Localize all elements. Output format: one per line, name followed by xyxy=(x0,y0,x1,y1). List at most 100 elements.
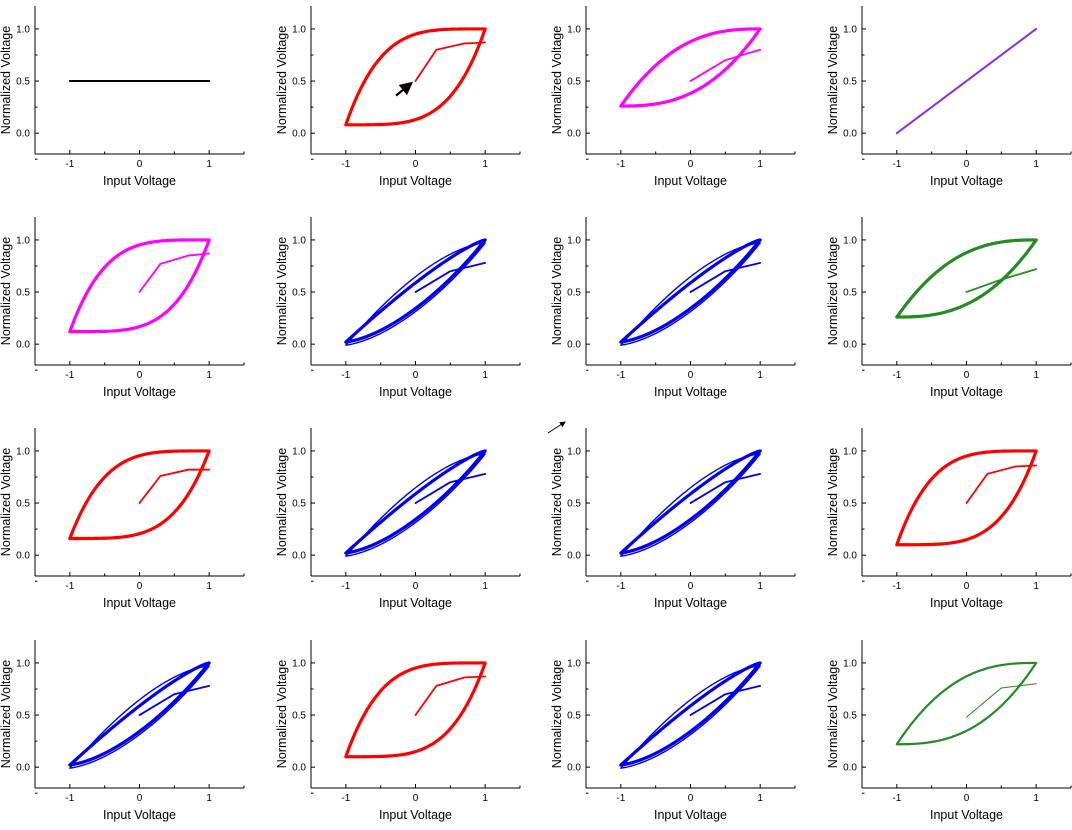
hysteresis-loop xyxy=(344,449,487,555)
panel-15: 0.0 0.5 1.0 -1 0 1 Input Voltage Normalized Vol… xyxy=(550,640,796,822)
initial-curve xyxy=(414,675,487,716)
hysteresis-loop xyxy=(895,661,1038,746)
y-tick-label: 0.5 xyxy=(567,711,581,722)
y-tick-label: 0.0 xyxy=(843,340,857,351)
x-tick-label: 0 xyxy=(688,793,694,804)
x-axis-title: Input Voltage xyxy=(379,596,452,610)
x-tick-label: -1 xyxy=(341,159,350,170)
y-axis-title: Normalized Voltage xyxy=(550,448,564,556)
y-tick-label: 0.5 xyxy=(567,288,581,299)
y-tick-label: 0.5 xyxy=(843,499,857,510)
y-tick-label: 1.0 xyxy=(567,235,581,246)
hysteresis-loop xyxy=(619,238,762,344)
x-axis-title: Input Voltage xyxy=(930,808,1003,822)
y-tick-label: 1.0 xyxy=(292,446,306,457)
y-axis-title: Normalized Voltage xyxy=(0,448,13,556)
x-tick-label: -1 xyxy=(65,793,74,804)
x-tick-label: -1 xyxy=(341,581,350,592)
x-tick-label: 1 xyxy=(206,581,212,592)
x-tick-label: 0 xyxy=(688,581,694,592)
y-tick-label: 1.0 xyxy=(292,235,306,246)
x-tick-label: 0 xyxy=(413,793,419,804)
initial-curve xyxy=(138,252,211,293)
panel-8: 0.0 0.5 1.0 -1 0 1 Input Voltage Normalized Vol… xyxy=(826,217,1072,399)
y-tick-label: 0.5 xyxy=(292,711,306,722)
x-tick-label: -1 xyxy=(616,793,625,804)
y-tick-label: 1.0 xyxy=(292,24,306,35)
initial-curve xyxy=(689,472,762,504)
y-tick-label: 0.0 xyxy=(292,763,306,774)
y-axis-title: Normalized Voltage xyxy=(0,660,13,768)
initial-curve xyxy=(414,472,487,504)
initial-curve xyxy=(689,48,762,82)
initial-curve xyxy=(689,684,762,716)
y-tick-label: 0.0 xyxy=(567,763,581,774)
x-tick-label: 0 xyxy=(137,159,143,170)
y-tick-label: 1.0 xyxy=(16,235,30,246)
y-tick-label: 0.0 xyxy=(16,129,30,140)
y-tick-label: 0.5 xyxy=(843,288,857,299)
panel-10: 0.0 0.5 1.0 -1 0 1 Input Voltage Normalized Vol… xyxy=(275,428,521,610)
x-tick-label: -1 xyxy=(341,370,350,381)
panel-9: 0.0 0.5 1.0 -1 0 1 Input Voltage Normalized Vol… xyxy=(0,428,245,610)
panel-6: 0.0 0.5 1.0 -1 0 1 Input Voltage Normalized Vol… xyxy=(275,217,521,399)
y-tick-label: 0.0 xyxy=(292,551,306,562)
y-tick-label: 0.0 xyxy=(16,763,30,774)
x-tick-label: 1 xyxy=(757,370,763,381)
hysteresis-loop xyxy=(344,27,487,127)
y-axis-title: Normalized Voltage xyxy=(275,660,289,768)
x-tick-label: -1 xyxy=(892,370,901,381)
panel-4: 0.0 0.5 1.0 -1 0 1 Input Voltage Normalized Vol… xyxy=(826,6,1072,188)
x-tick-label: 1 xyxy=(482,581,488,592)
y-axis-title: Normalized Voltage xyxy=(550,660,564,768)
x-tick-label: -1 xyxy=(892,793,901,804)
x-tick-label: 1 xyxy=(482,370,488,381)
hysteresis-loop xyxy=(619,449,762,555)
x-tick-label: 0 xyxy=(413,370,419,381)
x-tick-label: -1 xyxy=(65,581,74,592)
y-tick-label: 1.0 xyxy=(292,658,306,669)
y-axis-title: Normalized Voltage xyxy=(0,26,13,134)
hysteresis-loop xyxy=(619,27,762,108)
panel-5: 0.0 0.5 1.0 -1 0 1 Input Voltage Normalized Vol… xyxy=(0,217,245,399)
x-tick-label: 1 xyxy=(482,793,488,804)
arrow-icon xyxy=(395,81,414,97)
initial-curve xyxy=(414,261,487,293)
x-tick-label: -1 xyxy=(892,159,901,170)
x-tick-label: -1 xyxy=(616,159,625,170)
y-axis-title: Normalized Voltage xyxy=(826,660,840,768)
hysteresis-loop-inner xyxy=(69,665,210,769)
y-tick-label: 0.5 xyxy=(292,499,306,510)
x-axis-title: Input Voltage xyxy=(103,808,176,822)
x-tick-label: 0 xyxy=(964,793,970,804)
x-axis-title: Input Voltage xyxy=(930,596,1003,610)
x-axis-title: Input Voltage xyxy=(930,174,1003,188)
x-axis-title: Input Voltage xyxy=(379,808,452,822)
hysteresis-loop xyxy=(895,238,1038,319)
initial-curve xyxy=(138,684,211,716)
panel-3: 0.0 0.5 1.0 -1 0 1 Input Voltage Normalized Vol… xyxy=(550,6,796,188)
y-tick-label: 0.0 xyxy=(292,340,306,351)
x-tick-label: 1 xyxy=(1033,370,1039,381)
y-tick-label: 0.0 xyxy=(567,129,581,140)
x-tick-label: 1 xyxy=(1033,159,1039,170)
y-tick-label: 0.0 xyxy=(843,763,857,774)
initial-curve xyxy=(414,41,487,82)
x-axis-title: Input Voltage xyxy=(103,385,176,399)
x-tick-label: 1 xyxy=(206,370,212,381)
initial-curve xyxy=(138,468,211,504)
y-tick-label: 1.0 xyxy=(567,658,581,669)
y-tick-label: 0.0 xyxy=(16,551,30,562)
y-tick-label: 0.0 xyxy=(292,129,306,140)
y-axis-title: Normalized Voltage xyxy=(826,448,840,556)
y-tick-label: 0.0 xyxy=(567,340,581,351)
x-tick-label: 0 xyxy=(688,159,694,170)
panel-13: 0.0 0.5 1.0 -1 0 1 Input Voltage Normalized Vol… xyxy=(0,640,245,822)
y-axis-title: Normalized Voltage xyxy=(0,237,13,345)
x-axis-title: Input Voltage xyxy=(103,596,176,610)
y-tick-label: 1.0 xyxy=(567,446,581,457)
x-tick-label: 0 xyxy=(137,370,143,381)
y-tick-label: 1.0 xyxy=(843,24,857,35)
hysteresis-loop xyxy=(68,238,211,334)
y-tick-label: 0.5 xyxy=(292,77,306,88)
